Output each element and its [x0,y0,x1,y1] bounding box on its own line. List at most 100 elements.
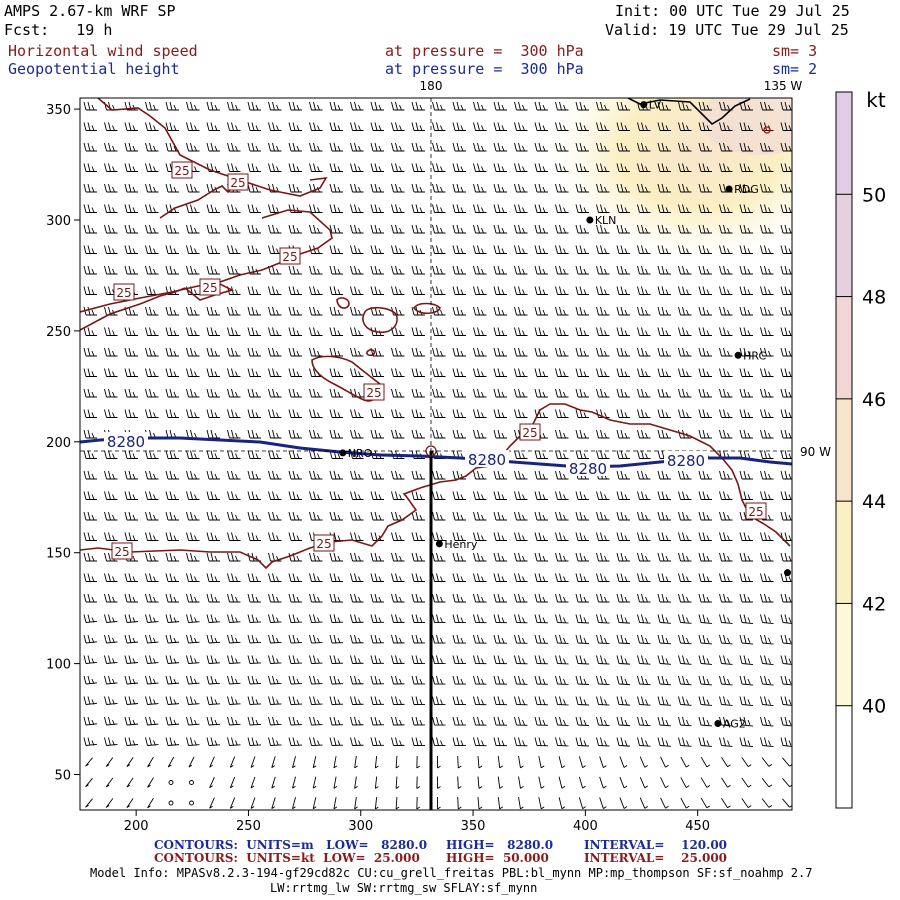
station-label: AG2 [723,717,746,730]
wind-barb [739,429,753,439]
wind-barb [206,122,220,131]
wind-barb [514,286,528,295]
wind-barb [105,798,114,808]
wind-barb [780,737,792,747]
wind-barb [596,634,610,645]
wind-barb [124,142,138,152]
wind-barb [514,552,528,562]
wind-barbs [83,101,792,810]
wind-barb [616,306,630,316]
wind-barb [83,450,97,459]
wind-barb [370,634,385,644]
wind-barb [678,142,692,152]
wind-barb [247,593,261,603]
wind-barb [657,593,671,603]
wind-barb [186,552,200,562]
wind-barb [698,388,712,398]
wind-barb [698,614,713,624]
wind-barb [555,429,569,439]
wind-barb [555,101,569,111]
wind-barb [247,327,261,336]
wind-barb [637,470,651,480]
wind-barb [452,142,466,152]
wind-barb [514,101,528,111]
wind-barb [165,573,179,582]
wind-barb [473,491,487,500]
wind-barb [411,142,425,152]
wind-barb [637,593,651,603]
wind-barb [760,737,774,748]
wind-barb [124,716,139,726]
wind-barb [514,204,528,213]
wind-barb [657,101,671,111]
wind-barb [247,224,261,234]
wind-barb [678,716,692,727]
wind-barb [432,511,446,521]
wind-barb [124,511,138,521]
speed-label-box [279,247,301,265]
wind-barb [534,552,548,562]
wind-barb [350,593,364,603]
wind-barb [719,368,733,377]
wind-barb [309,347,323,357]
wind-barb [538,776,545,789]
wind-barb [124,593,138,603]
wind-barb [473,593,487,603]
wind-barb [514,593,528,603]
wind-barb [514,614,528,624]
wind-barb [493,634,508,644]
model-info: Model Info: MPASv8.2.3-194-gf29cd82c CU:… [90,866,813,880]
wind-barb [432,204,446,213]
wind-barb [83,552,97,562]
wind-barb [780,347,792,357]
wind-barb [391,696,405,705]
station-label: NRO [348,447,373,460]
wind-barb [165,183,179,193]
y-tick-label: 50 [54,769,71,784]
wind-barb [596,327,610,336]
wind-barb [309,552,323,562]
wind-barb [700,797,711,809]
wind-barb [719,511,733,521]
wind-barb [534,737,549,747]
wind-barb [227,675,241,685]
wind-barb [370,183,384,193]
wind-barb [514,265,528,275]
wind-barb [578,776,586,789]
speed-label-box [111,542,133,560]
wind-barb [534,265,548,275]
wind-barb [678,409,692,418]
wind-barb [288,327,302,336]
wind-barb [534,245,548,254]
wind-barb [432,327,446,336]
wind-barb [309,122,323,131]
wind-barb [206,368,220,377]
wind-barb [452,737,467,747]
wind-barb [739,696,754,706]
pole-marker [425,445,437,457]
wind-barb [739,655,754,665]
wind-barb [411,634,426,644]
wind-barb [760,716,774,727]
wind-barb [186,122,200,131]
wind-barb [411,593,425,603]
valid-time: Valid: 19 UTC Tue 29 Jul 25 [605,21,849,39]
wind-barb [145,163,159,172]
wind-barb [534,388,548,398]
wind-barb [227,655,241,664]
wind-barb [165,409,179,418]
wind-barb [247,245,261,254]
wind-barb [124,122,138,131]
wind-barb [85,798,93,808]
wind-barb [370,696,385,705]
wind-barb [514,696,528,706]
wind-barb [309,675,323,685]
wind-barb [329,573,343,582]
wind-barb [698,204,712,213]
wind-barb [452,245,466,254]
wind-barb [596,265,610,275]
wind-barb [350,327,364,336]
wind-barb [678,675,692,686]
wind-barb [555,614,569,624]
wind-barb [432,142,446,152]
